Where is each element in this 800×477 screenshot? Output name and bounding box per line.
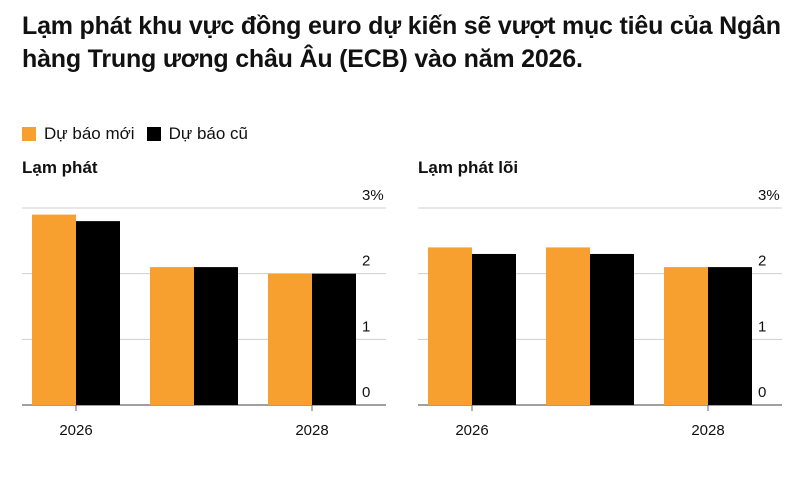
bar-headline-2027-new	[150, 267, 194, 405]
y-tick-label-core-1: 1	[758, 318, 766, 335]
x-tick-label-core-2026: 2026	[455, 422, 488, 439]
x-tick-label-core-2028: 2028	[691, 422, 724, 439]
x-tick-label-headline-2028: 2028	[295, 422, 328, 439]
panel-title-core: Lạm phát lõi	[418, 158, 519, 177]
bar-headline-2028-new	[268, 273, 312, 405]
y-tick-label-core-0: 0	[758, 384, 766, 401]
panel-title-headline: Lạm phát	[22, 158, 98, 177]
legend-swatch-old	[146, 127, 161, 141]
x-tick-label-headline-2026: 2026	[59, 422, 92, 439]
bar-core-2028-new	[664, 267, 708, 405]
legend-item-old: Dự báo cũ	[146, 124, 248, 144]
y-tick-label-headline-1: 1	[362, 318, 370, 335]
y-tick-label-core-3: 3%	[758, 187, 780, 204]
bar-core-2028-old	[708, 267, 752, 405]
legend-label-old: Dự báo cũ	[168, 124, 248, 143]
bar-core-2026-new	[428, 247, 472, 405]
bar-core-2027-new	[546, 247, 590, 405]
bar-headline-2027-old	[194, 267, 238, 405]
bar-headline-2026-old	[76, 221, 120, 405]
bar-core-2026-old	[472, 253, 516, 405]
legend: Dự báo mới Dự báo cũ	[22, 124, 248, 144]
legend-label-new: Dự báo mới	[44, 124, 135, 143]
bar-headline-2026-new	[32, 214, 76, 405]
legend-swatch-new	[22, 127, 36, 141]
y-tick-label-headline-3: 3%	[362, 187, 384, 204]
legend-item-new: Dự báo mới	[22, 124, 135, 144]
y-tick-label-core-2: 2	[758, 253, 766, 270]
bar-headline-2028-old	[312, 273, 356, 405]
y-tick-label-headline-0: 0	[362, 384, 370, 401]
bar-core-2027-old	[590, 253, 634, 405]
chart-title: Lạm phát khu vực đồng euro dự kiến sẽ vư…	[22, 12, 781, 73]
y-tick-label-headline-2: 2	[362, 253, 370, 270]
